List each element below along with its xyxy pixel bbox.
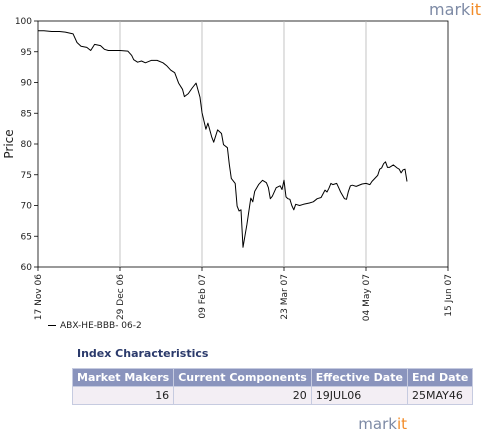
x-tick-label: 15 Jun 07: [444, 274, 454, 317]
header-effective-date: Effective Date: [310, 368, 408, 387]
header-end-date: End Date: [406, 368, 474, 387]
x-tick-label: 17 Nov 06: [34, 274, 44, 320]
x-tick-label: 29 Dec 06: [116, 274, 126, 320]
series-line: [38, 30, 408, 248]
y-axis-label: Price: [2, 129, 16, 158]
cell-end-date: 25MAY46: [406, 386, 474, 405]
x-axis-ticks: 17 Nov 06 29 Dec 06 09 Feb 07 23 Mar 07 04 M…: [34, 267, 454, 321]
table-row: 16 20 19JUL06 25MAY46: [71, 386, 474, 405]
y-axis-ticks: 60 65 70 75 80 85 90 95 100: [15, 17, 38, 273]
header-current-components: Current Components: [173, 368, 312, 387]
markit-logo-footer: markit: [358, 415, 407, 433]
y-tick-label: 100: [15, 17, 32, 27]
x-tick-label: 23 Mar 07: [280, 274, 290, 320]
logo-accent-text: it: [396, 415, 407, 433]
logo-accent-text: it: [470, 0, 481, 19]
y-tick-label: 80: [21, 140, 33, 150]
y-tick-label: 95: [21, 48, 32, 58]
legend-swatch: [48, 325, 56, 326]
cell-market-makers: 16: [71, 386, 175, 405]
y-tick-label: 75: [21, 171, 32, 181]
x-tick-label: 04 May 07: [362, 274, 372, 321]
plot-area: [37, 20, 449, 268]
header-market-makers: Market Makers: [71, 368, 175, 387]
table-header-row: Market Makers Current Components Effecti…: [71, 368, 474, 387]
markit-logo: markit: [429, 0, 481, 19]
y-tick-label: 65: [21, 232, 32, 242]
series-group: [38, 30, 408, 248]
x-tick-label: 09 Feb 07: [198, 274, 208, 319]
y-tick-label: 90: [21, 79, 33, 89]
index-characteristics-title: Index Characteristics: [77, 347, 209, 360]
legend-series-label: ABX-HE-BBB- 06-2: [60, 321, 142, 331]
chart-legend: ABX-HE-BBB- 06-2: [48, 321, 142, 331]
logo-main-text: mark: [358, 415, 397, 433]
cell-current-components: 20: [173, 386, 312, 405]
index-characteristics-table: Market Makers Current Components Effecti…: [71, 368, 474, 405]
y-tick-label: 85: [21, 109, 32, 119]
y-tick-label: 60: [21, 263, 33, 273]
grid-lines: [119, 21, 367, 267]
y-tick-label: 70: [21, 202, 33, 212]
logo-main-text: mark: [429, 0, 471, 19]
cell-effective-date: 19JUL06: [310, 386, 408, 405]
